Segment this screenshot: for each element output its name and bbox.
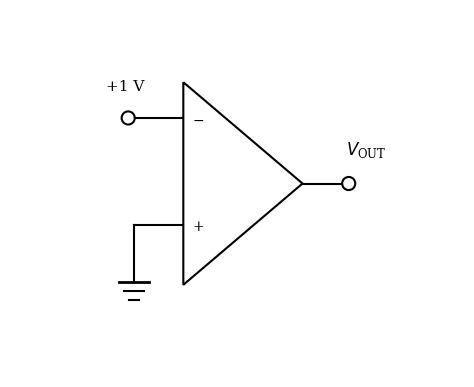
Text: −: − — [192, 114, 204, 128]
Text: $V_{\mathregular{OUT}}$: $V_{\mathregular{OUT}}$ — [346, 140, 386, 160]
Text: +1 V: +1 V — [106, 80, 144, 94]
Text: +: + — [192, 220, 204, 234]
